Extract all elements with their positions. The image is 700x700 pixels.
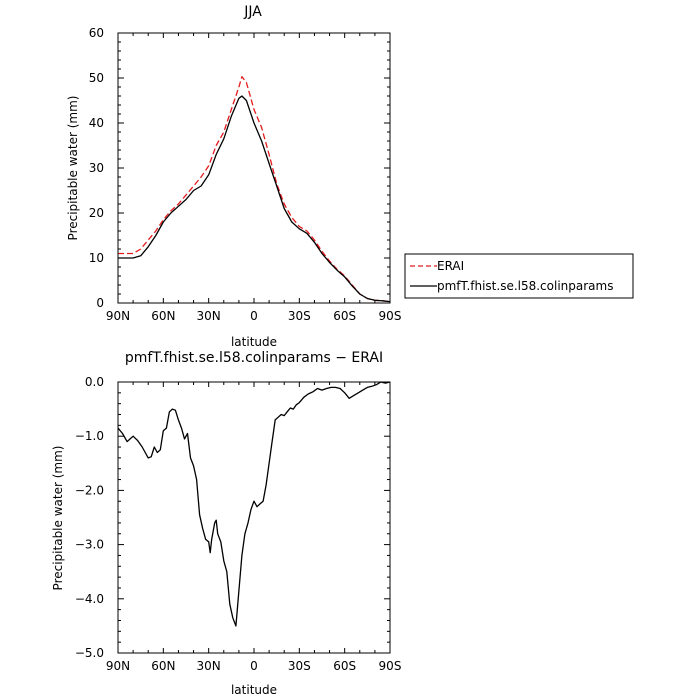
top-x-tick-label: 30N [197,309,221,323]
top-y-tick-label: 40 [89,116,104,130]
top-y-tick-label: 20 [89,206,104,220]
bottom-series-line-0 [117,381,391,627]
bottom-panel: pmfT.fhist.se.l58.colinparams − ERAI 90N… [51,350,401,697]
legend-label-erai: ERAI [437,259,464,273]
bottom-y-tick-label: −4.0 [75,592,104,606]
top-series-line-0 [118,76,391,303]
top-x-tick-label: 90S [379,309,402,323]
top-x-axis-label: latitude [231,335,277,349]
top-x-tick-label: 30S [288,309,311,323]
bottom-plot-frame [117,381,391,654]
top-y-tick-label: 30 [89,161,104,175]
legend: ERAI pmfT.fhist.se.l58.colinparams [404,253,634,299]
top-y-axis-label: Precipitable water (mm) [66,96,80,241]
bottom-y-tick-label: −5.0 [75,646,104,660]
top-y-tick-label: 50 [89,71,104,85]
bottom-chart-title: pmfT.fhist.se.l58.colinparams − ERAI [125,350,383,366]
top-y-tick-label: 0 [96,296,104,310]
bottom-x-tick-label: 0 [250,659,258,673]
top-series [118,76,391,303]
bottom-x-tick-label: 90N [106,659,130,673]
top-x-tick-label: 0 [250,309,258,323]
bottom-y-tick-label: −1.0 [75,429,104,443]
top-y-tick-label: 60 [89,26,104,40]
bottom-y-axis-label: Precipitable water (mm) [51,446,65,591]
top-chart-title: JJA [243,4,262,20]
top-plot-frame [117,32,391,304]
top-x-tick-label: 60S [333,309,356,323]
top-x-tick-label: 90N [106,309,130,323]
legend-box [404,253,634,299]
bottom-x-tick-label: 90S [379,659,402,673]
bottom-series [117,381,391,627]
bottom-x-tick-label: 30S [288,659,311,673]
top-series-line-1 [118,95,391,303]
bottom-ticks: 90N 60N 30N 0 30S 60S 90S −5.0 −4.0 −3.0 −2.0 −1.0 0… [75,375,402,673]
bottom-x-tick-label: 30N [197,659,221,673]
top-y-tick-label: 10 [89,251,104,265]
bottom-y-tick-label: −3.0 [75,538,104,552]
bottom-x-axis-label: latitude [231,683,277,697]
bottom-x-tick-label: 60N [151,659,175,673]
bottom-y-tick-label: −2.0 [75,483,104,497]
top-panel: JJA 90N 60N 30N 0 30S 60S 90S 0 10 20 30 40 50 60 lat… [66,4,401,349]
bottom-x-tick-label: 60S [333,659,356,673]
top-x-tick-label: 60N [151,309,175,323]
legend-label-model: pmfT.fhist.se.l58.colinparams [437,279,613,293]
bottom-y-tick-label: 0.0 [85,375,104,389]
top-ticks: 90N 60N 30N 0 30S 60S 90S 0 10 20 30 40 50 60 [89,26,402,323]
